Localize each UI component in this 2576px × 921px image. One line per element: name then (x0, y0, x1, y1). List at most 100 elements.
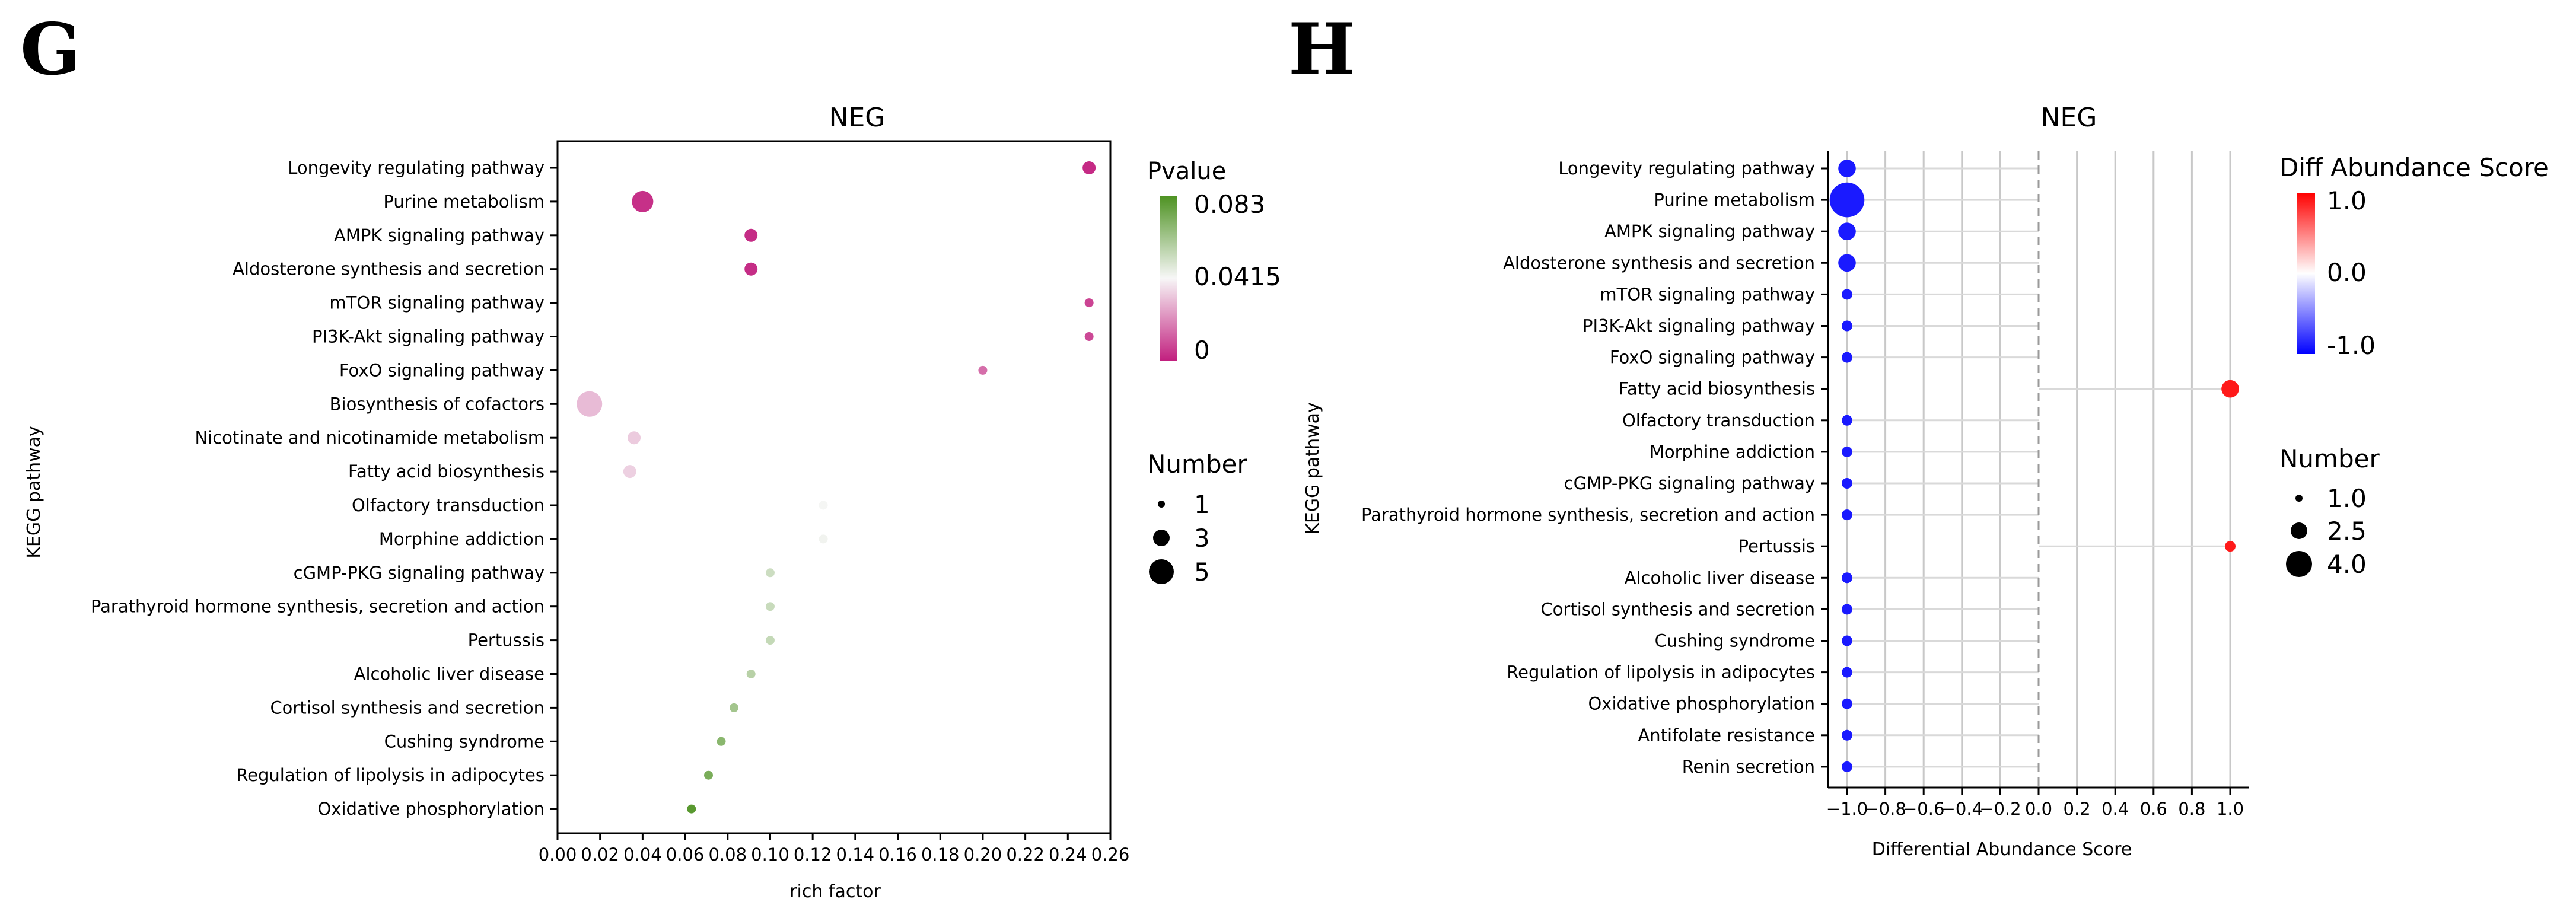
chart-g-point-ampk-signaling-pathway (744, 228, 758, 242)
chart-h-legend-size-dot-2-5 (2291, 522, 2307, 539)
chart-h-points (1829, 160, 2239, 772)
chart-g-yticks (550, 167, 558, 810)
chart-h-point-foxo-signaling-pathway (1842, 352, 1852, 363)
chart-h-ytick-label-pertussis: Pertussis (1738, 536, 1815, 556)
chart-h-xtick-label-3: −0.4 (1941, 799, 1983, 819)
chart-g-legend-color-label-mid: 0.0415 (1194, 262, 1281, 291)
chart-h-ytick-label-longevity-regulating-pathway: Longevity regulating pathway (1558, 158, 1815, 179)
chart-g-legend-size-label-1: 1 (1194, 490, 1210, 519)
chart-g-ytick-label-cortisol-synthesis-and-secretion: Cortisol synthesis and secretion (270, 697, 545, 718)
chart-h-point-regulation-of-lipolysis-in-adipocytes (1842, 667, 1852, 678)
chart-g-xtick-label-10: 0.20 (964, 844, 1002, 865)
chart-g-point-cgmp-pkg-signaling-pathway (765, 568, 775, 578)
chart-h-point-renin-secretion (1842, 761, 1852, 772)
chart-g-legend-color: Pvalue 0.083 0.0415 0 (1147, 158, 1281, 365)
chart-g-ytick-label-cgmp-pkg-signaling-pathway: cGMP-PKG signaling pathway (294, 563, 545, 583)
chart-h-xlabel: Differential Abundance Score (1872, 839, 2132, 860)
panel-letter-g: G (20, 8, 81, 91)
chart-h-point-aldosterone-synthesis-and-secretion (1838, 254, 1856, 272)
chart-g-point-mtor-signaling-pathway (1084, 298, 1094, 308)
chart-h-ytick-label-cortisol-synthesis-and-secretion: Cortisol synthesis and secretion (1540, 599, 1815, 619)
chart-h-ytick-label-cushing-syndrome: Cushing syndrome (1655, 631, 1815, 651)
chart-g-ytick-label-ampk-signaling-pathway: AMPK signaling pathway (334, 225, 545, 246)
chart-h-ytick-label-morphine-addiction: Morphine addiction (1650, 442, 1815, 462)
chart-g-ytick-label-nicotinate-and-nicotinamide-metabolism: Nicotinate and nicotinamide metabolism (195, 428, 545, 448)
chart-g-xlabel: rich factor (789, 881, 881, 902)
chart-g: NEG Longevity regulating pathway Purine m… (24, 103, 1281, 902)
chart-g-xtick-label-11: 0.22 (1006, 844, 1045, 865)
chart-h-ytick-label-foxo-signaling-pathway: FoxO signaling pathway (1610, 348, 1815, 368)
chart-g-ytick-label-longevity-regulating-pathway: Longevity regulating pathway (288, 158, 545, 178)
chart-g-ytick-label-parathyroid-hormone-synthesis-secretion-and-action: Parathyroid hormone synthesis, secretion… (91, 597, 545, 617)
chart-g-xtick-labels: 0.00 0.02 0.04 0.06 0.08 0.10 0.12 0.14 0.16 0.18… (539, 844, 1130, 865)
chart-h-point-pertussis (2225, 541, 2236, 552)
chart-g-xtick-label-1: 0.02 (581, 844, 619, 865)
chart-g-ytick-label-biosynthesis-of-cofactors: Biosynthesis of cofactors (330, 394, 545, 414)
chart-g-points (577, 161, 1096, 814)
chart-g-xtick-label-9: 0.18 (921, 844, 960, 865)
chart-g-point-aldosterone-synthesis-and-secretion (744, 262, 758, 276)
chart-g-xtick-label-3: 0.06 (666, 844, 705, 865)
chart-g-ytick-label-foxo-signaling-pathway: FoxO signaling pathway (339, 360, 545, 380)
chart-h-ytick-label-alcoholic-liver-disease: Alcoholic liver disease (1625, 568, 1815, 588)
chart-h-legend-color-label-max: 1.0 (2327, 186, 2367, 215)
chart-g-title: NEG (829, 103, 886, 133)
chart-h-legend-size-dot-4 (2286, 551, 2312, 577)
chart-g-xtick-label-4: 0.08 (708, 844, 747, 865)
chart-g-point-parathyroid-hormone-synthesis-secretion-and-action (765, 602, 775, 611)
chart-h-ytick-label-parathyroid-hormone-synthesis-secretion-and-action: Parathyroid hormone synthesis, secretion… (1361, 505, 1815, 525)
chart-h-legend-size-label-4: 4.0 (2327, 550, 2367, 579)
chart-g-point-alcoholic-liver-disease (746, 670, 756, 678)
chart-g-point-foxo-signaling-pathway (978, 365, 988, 375)
chart-h-point-ampk-signaling-pathway (1838, 222, 1856, 241)
chart-g-legend-size-dot-5 (1149, 559, 1174, 584)
chart-g-colorbar (1160, 196, 1177, 361)
chart-h-point-oxidative-phosphorylation (1842, 698, 1852, 709)
chart-g-point-biosynthesis-of-cofactors (577, 391, 603, 417)
chart-g-ytick-label-regulation-of-lipolysis-in-adipocytes: Regulation of lipolysis in adipocytes (236, 765, 545, 785)
chart-h: NEG Longevity regulating pathway Purine m… (1303, 103, 2549, 860)
chart-h-legend-color-title: Diff Abundance Score (2279, 153, 2549, 182)
chart-g-point-longevity-regulating-pathway (1082, 161, 1096, 174)
chart-g-legend-size-label-5: 5 (1194, 557, 1210, 587)
chart-h-xtick-label-4: −0.2 (1979, 799, 2021, 819)
chart-g-point-pertussis (765, 636, 775, 645)
chart-h-ytick-label-renin-secretion: Renin secretion (1682, 757, 1815, 777)
chart-g-point-olfactory-transduction (819, 501, 828, 510)
chart-h-point-longevity-regulating-pathway (1838, 160, 1856, 177)
chart-h-ytick-label-antifolate-resistance: Antifolate resistance (1638, 725, 1815, 745)
chart-h-ytick-label-aldosterone-synthesis-and-secretion: Aldosterone synthesis and secretion (1503, 253, 1815, 273)
chart-g-xtick-label-6: 0.12 (794, 844, 832, 865)
chart-h-xtick-label-7: 0.4 (2101, 799, 2129, 819)
chart-g-xtick-label-5: 0.10 (751, 844, 789, 865)
chart-h-legend-size-label-2-5: 2.5 (2327, 517, 2367, 546)
chart-h-title: NEG (2041, 103, 2097, 133)
chart-h-ytick-labels: Longevity regulating pathway Purine metab… (1361, 158, 1815, 777)
chart-g-point-regulation-of-lipolysis-in-adipocytes (704, 770, 714, 780)
chart-h-legend-color-label-mid: 0.0 (2327, 258, 2367, 287)
chart-h-ytick-label-regulation-of-lipolysis-in-adipocytes: Regulation of lipolysis in adipocytes (1507, 662, 1815, 683)
chart-g-ytick-label-aldosterone-synthesis-and-secretion: Aldosterone synthesis and secretion (233, 259, 545, 279)
chart-h-xtick-label-2: −0.6 (1903, 799, 1944, 819)
chart-h-ytick-label-ampk-signaling-pathway: AMPK signaling pathway (1604, 221, 1815, 241)
chart-h-point-antifolate-resistance (1842, 729, 1852, 741)
chart-h-xtick-labels: −1.0−0.8−0.6−0.4−0.2 0.0 0.2 0.4 0.6 0.8 1.0 (1826, 799, 2244, 819)
chart-h-xtick-label-5: 0.0 (2025, 799, 2052, 819)
chart-g-ytick-label-mtor-signaling-pathway: mTOR signaling pathway (329, 293, 545, 313)
chart-h-xtick-label-10: 1.0 (2217, 799, 2244, 819)
chart-g-point-morphine-addiction (819, 534, 828, 544)
chart-g-ytick-label-cushing-syndrome: Cushing syndrome (384, 731, 545, 751)
chart-g-ytick-label-pertussis: Pertussis (468, 630, 545, 651)
chart-h-ytick-label-pi3k-akt-signaling-pathway: PI3K-Akt signaling pathway (1582, 316, 1815, 336)
chart-h-point-cgmp-pkg-signaling-pathway (1842, 478, 1852, 489)
chart-h-colorbar (2297, 193, 2315, 354)
chart-h-legend-size-title: Number (2279, 444, 2380, 473)
chart-g-plot-frame (556, 140, 1112, 834)
chart-g-xtick-label-12: 0.24 (1049, 844, 1087, 865)
chart-g-point-cushing-syndrome (717, 737, 726, 746)
chart-h-point-alcoholic-liver-disease (1842, 572, 1852, 584)
chart-g-xtick-label-13: 0.26 (1091, 844, 1130, 865)
chart-h-gridlines (1846, 151, 2231, 788)
chart-h-legend-color-label-min: -1.0 (2327, 331, 2376, 360)
chart-g-point-pi3k-akt-signaling-pathway (1084, 332, 1094, 341)
